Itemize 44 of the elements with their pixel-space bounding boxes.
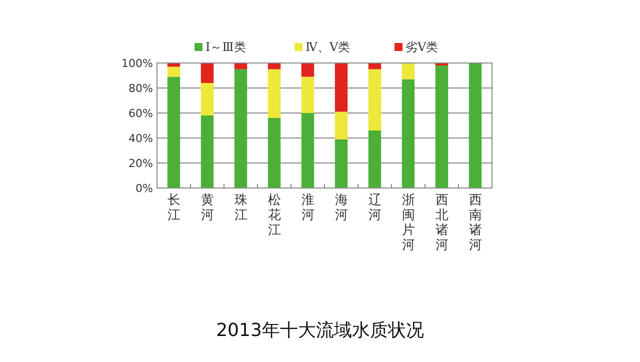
bar xyxy=(167,76,180,188)
bar xyxy=(334,63,348,112)
bar xyxy=(301,63,314,77)
bar xyxy=(368,63,382,70)
bar xyxy=(368,69,382,130)
bar xyxy=(234,69,248,188)
bar xyxy=(468,63,482,188)
x-tick-label: 西南诸河 xyxy=(468,193,482,253)
legend-label: Ⅰ～Ⅲ类 xyxy=(206,40,246,54)
text: 2013年十大流域水质状况 xyxy=(216,320,424,341)
bar xyxy=(301,76,314,113)
bar xyxy=(167,63,180,67)
x-tick-label: 珠江 xyxy=(234,193,248,223)
bar xyxy=(167,66,180,77)
bar xyxy=(334,139,348,188)
x-tick-label: 辽河 xyxy=(368,193,382,223)
bar xyxy=(200,116,214,188)
bar xyxy=(368,130,382,188)
x-tick-label: 黄河 xyxy=(200,193,214,223)
x-tick-label: 浙闽片河 xyxy=(402,193,415,253)
bar xyxy=(234,63,248,70)
y-tick-label: 60% xyxy=(128,106,153,120)
y-tick-label: 20% xyxy=(128,156,153,170)
y-tick-label: 100% xyxy=(122,56,153,70)
bar xyxy=(301,113,314,188)
bar xyxy=(402,79,415,188)
bar xyxy=(334,112,348,140)
legend-label: Ⅳ、Ⅴ类 xyxy=(306,40,350,54)
x-tick-label: 海河 xyxy=(334,193,348,223)
bar xyxy=(268,118,281,188)
bar xyxy=(435,66,448,188)
bar xyxy=(402,63,415,80)
bar xyxy=(268,69,281,118)
y-tick-label: 80% xyxy=(128,82,153,95)
x-tick-label: 西北诸河 xyxy=(435,193,448,253)
legend-label: 劣Ⅴ类 xyxy=(406,40,438,54)
bar xyxy=(200,83,214,116)
x-tick-label: 淮河 xyxy=(301,193,314,223)
x-tick-label: 松花江 xyxy=(268,193,281,238)
bar xyxy=(268,63,281,70)
bar xyxy=(200,63,214,83)
y-tick-label: 0% xyxy=(136,182,153,195)
x-tick-label: 长江 xyxy=(167,193,180,223)
y-tick-label: 40% xyxy=(128,132,153,145)
